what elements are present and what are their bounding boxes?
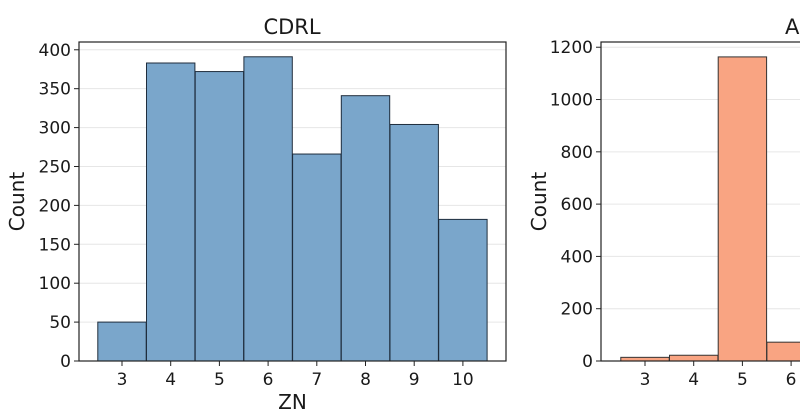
an-x-tick-label-3: 3 — [640, 370, 651, 390]
cdrl-y-axis-label: Count — [5, 172, 29, 232]
an-y-tick-label: 1200 — [550, 38, 593, 58]
cdrl-bar-4 — [146, 62, 196, 362]
cdrl-y-tick-label: 0 — [60, 352, 71, 372]
an-plot-frame — [600, 41, 800, 362]
an-x-tick-label-5: 5 — [737, 370, 748, 390]
cdrl-y-tick-label: 200 — [39, 196, 71, 216]
cdrl-x-tick-label-7: 7 — [311, 370, 322, 390]
an-x-tick-label-4: 4 — [688, 370, 699, 390]
an-bar-4 — [669, 354, 719, 362]
an-y-tick-label: 400 — [561, 247, 593, 267]
an-y-tick-label: 1000 — [550, 91, 593, 111]
an-y-axis-label: Count — [527, 172, 551, 232]
an-bar-6 — [766, 341, 800, 362]
cdrl-x-tick-label-6: 6 — [263, 370, 274, 390]
cdrl-bar-9 — [389, 123, 439, 362]
an-y-tick-label: 800 — [561, 143, 593, 163]
cdrl-y-tick-label: 350 — [39, 80, 71, 100]
an-y-tick-label: 600 — [561, 195, 593, 215]
cdrl-histogram-panel: 0 50 100 150 200 250 300 350 400 3 4 5 6 7 8 9 10 CDRL Z… — [5, 15, 507, 414]
cdrl-bar-7 — [292, 153, 342, 362]
cdrl-plot-frame — [78, 41, 507, 362]
cdrl-x-tick-label-9: 9 — [409, 370, 420, 390]
cdrl-bar-3 — [97, 321, 147, 362]
cdrl-y-tick-label: 300 — [39, 119, 71, 139]
cdrl-x-tick-label-10: 10 — [452, 370, 474, 390]
cdrl-bar-5 — [194, 71, 245, 362]
an-histogram-panel: 0 200 400 600 800 1000 1200 3 4 5 6 AN Count — [527, 15, 800, 390]
cdrl-y-tick-label: 250 — [39, 157, 71, 177]
cdrl-y-tick-label: 400 — [39, 41, 71, 61]
an-y-tick-label: 200 — [561, 300, 593, 320]
cdrl-chart-title: CDRL — [263, 15, 320, 39]
cdrl-bar-6 — [243, 56, 293, 362]
an-bar-5 — [717, 56, 768, 362]
cdrl-x-tick-label-4: 4 — [165, 370, 176, 390]
an-x-tick-label-6: 6 — [786, 370, 797, 390]
cdrl-bar-10 — [438, 218, 488, 362]
cdrl-x-axis-label: ZN — [278, 390, 307, 414]
cdrl-x-tick-label-3: 3 — [117, 370, 128, 390]
cdrl-bar-8 — [340, 95, 391, 362]
an-chart-title: AN — [785, 15, 800, 39]
cdrl-x-tick-label-8: 8 — [360, 370, 371, 390]
cdrl-y-tick-label: 100 — [39, 274, 71, 294]
cdrl-x-tick-label-5: 5 — [214, 370, 225, 390]
an-y-tick-label: 0 — [582, 352, 593, 372]
cdrl-y-tick-label: 150 — [39, 235, 71, 255]
cdrl-y-tick-label: 50 — [49, 313, 71, 333]
